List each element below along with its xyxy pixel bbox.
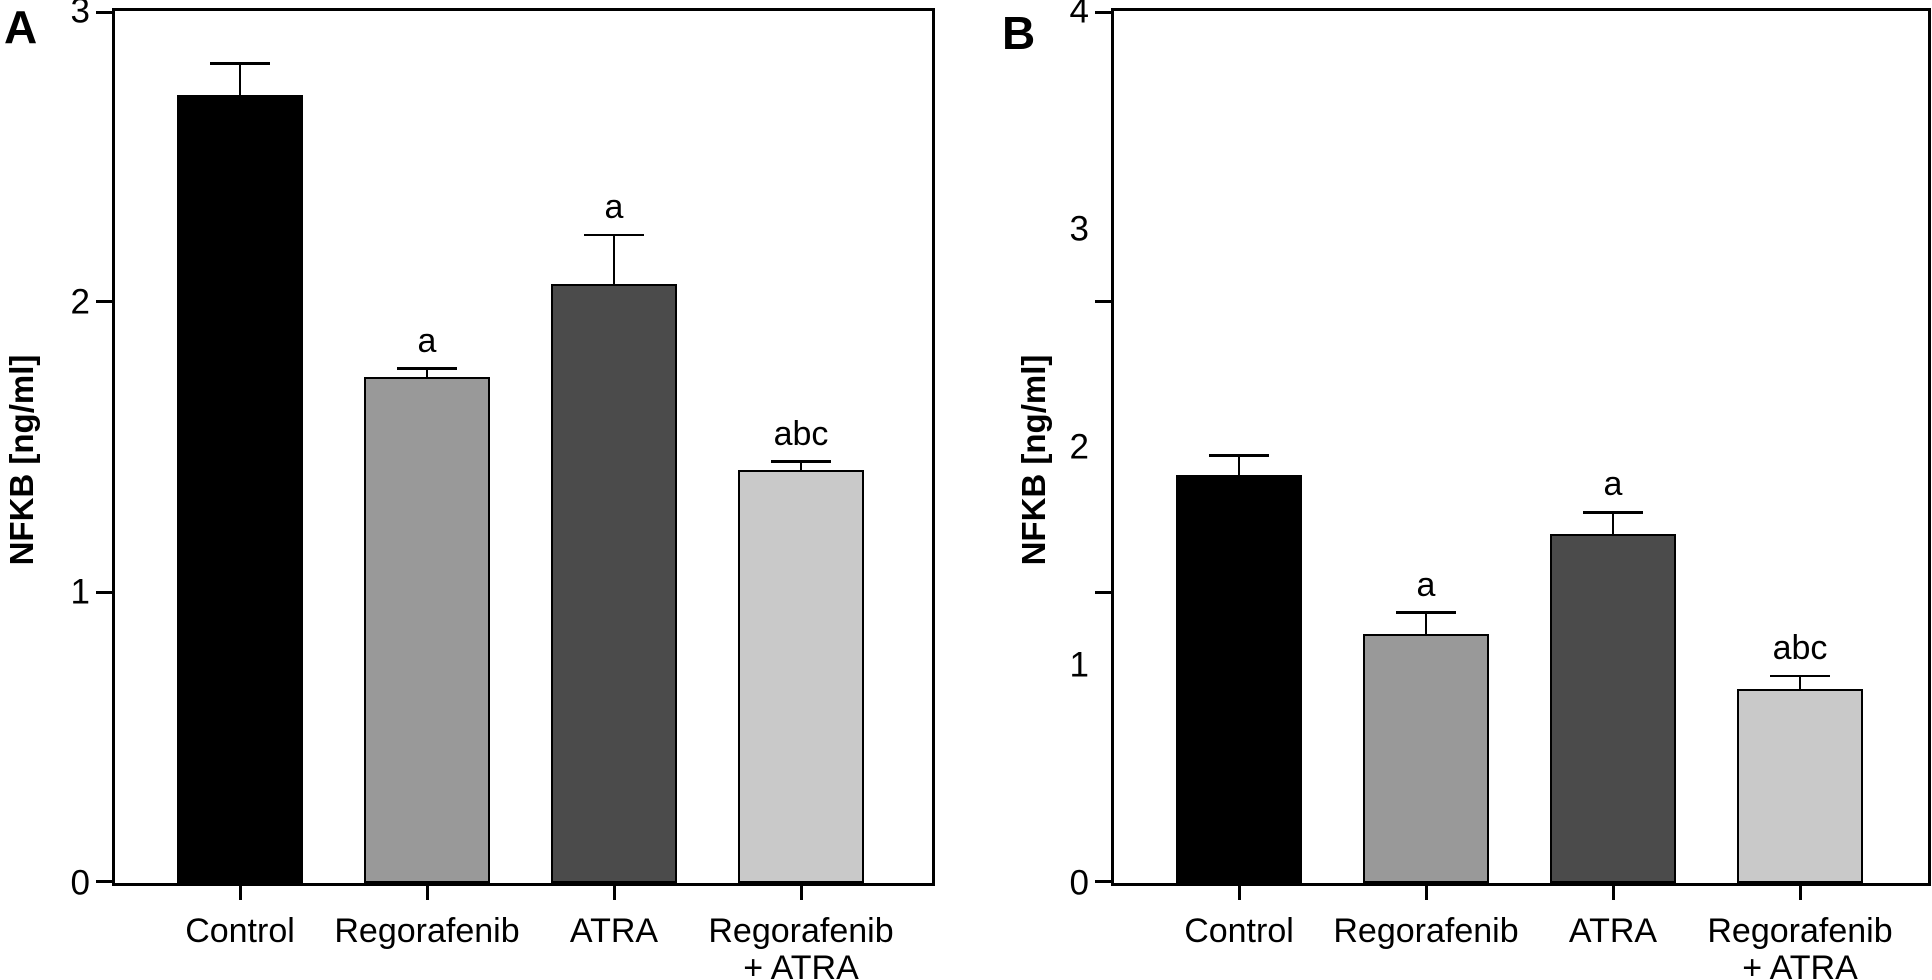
panel-b-error-bar-whisker: [1798, 675, 1802, 689]
panel-b-y-tick: [1095, 590, 1111, 594]
category-label-line: Control: [185, 912, 295, 950]
panel-a-y-tick: [96, 880, 112, 883]
panel-b-error-bar-whisker: [1237, 455, 1241, 476]
panel-b-bar-atra: [1550, 534, 1676, 883]
panel-b-significance-label: a: [1416, 565, 1436, 604]
panel-b-y-tick-label: 2: [1069, 427, 1089, 467]
panel-a-x-tick: [425, 886, 429, 900]
panel-b-error-bar-cap: [1583, 511, 1643, 514]
panel-b-letter: B: [1002, 7, 1036, 59]
panel-a-bar-control: [177, 95, 303, 883]
panel-b-error-bar-cap: [1396, 611, 1456, 614]
panel-a-error-bar-cap: [397, 367, 457, 370]
category-label-line: + ATRA: [743, 949, 859, 980]
panel-b-y-tick-label: 3: [1069, 209, 1089, 249]
panel-b-error-bar-whisker: [1611, 512, 1615, 535]
panel-a-y-tick: [96, 590, 112, 594]
panel-b-x-category-label: ATRA: [1453, 913, 1773, 950]
panel-a-error-bar-cap: [584, 233, 644, 237]
panel-b-x-tick: [1237, 886, 1241, 900]
panel-a-x-tick: [612, 886, 616, 900]
panel-b-significance-label: abc: [1772, 628, 1828, 667]
panel-b-y-tick-label: 0: [1069, 863, 1089, 903]
panel-b-error-bar-whisker: [1424, 612, 1428, 635]
category-label-line: Control: [1184, 912, 1294, 950]
panel-b-x-tick: [1611, 886, 1615, 900]
panel-b-bar-regorafenib: [1737, 688, 1863, 883]
panel-a-y-tick: [96, 300, 112, 304]
panel-a-significance-label: abc: [773, 414, 829, 453]
panel-a-error-bar-whisker: [238, 63, 242, 96]
panel-a-y-tick-label: 0: [70, 863, 90, 903]
panel-a-plot-area: 3 2 1 0 Control a Regorafenib a ATRA abc Regorafen…: [71, 0, 935, 980]
panel-a-x-tick: [238, 886, 242, 900]
category-label-line: Regorafenib: [334, 912, 520, 950]
panel-a-bar-regorafenib: [364, 377, 490, 883]
panel-b-error-bar-cap: [1209, 454, 1269, 457]
panel-b-error-bar-cap: [1770, 674, 1830, 678]
panel-a-error-bar-whisker: [612, 234, 616, 285]
panel-b-y-tick: [1095, 300, 1111, 304]
panel-a-y-tick-label: 1: [70, 572, 90, 612]
panel-a-significance-label: a: [417, 321, 437, 360]
panel-a-x-category-label: ATRA: [454, 913, 774, 950]
panel-a-y-axis-label: NFKB [ng/ml]: [3, 354, 40, 566]
category-label-line: ATRA: [569, 912, 659, 950]
panel-a-error-bar-cap: [771, 460, 831, 463]
panel-b-x-tick: [1798, 886, 1802, 900]
panel-a-error-bar-cap: [210, 62, 270, 65]
category-label-line: Regorafenib: [1333, 912, 1519, 950]
category-label-line: Regorafenib: [708, 912, 894, 950]
panel-b-plot-area: 4 3 2 1 0 Control a Regorafenib a ATRA abc Regorafe…: [1070, 0, 1931, 980]
panel-b-bar-control: [1176, 475, 1302, 883]
panel-b-x-tick: [1424, 886, 1428, 900]
panel-a-x-tick: [799, 886, 803, 900]
panel-a-y-tick-label: 2: [70, 282, 90, 322]
panel-a-x-category-label: Regorafenib: [267, 913, 587, 950]
panel-b-y-tick: [1095, 880, 1111, 883]
panel-b-y-tick-label: 1: [1069, 645, 1089, 685]
category-label-line: Regorafenib: [1707, 912, 1893, 950]
panel-a-letter: A: [4, 1, 38, 53]
panel-a-y-tick-label: 3: [70, 0, 90, 31]
panel-a-x-category-label: Regorafenib + ATRA: [641, 913, 961, 980]
panel-b-x-category-label: Control: [1079, 913, 1399, 950]
panel-a-error-bar-whisker: [425, 368, 429, 378]
panel-a-significance-label: a: [604, 187, 624, 226]
category-label-line: ATRA: [1568, 912, 1658, 950]
panel-b-bar-regorafenib: [1363, 634, 1489, 883]
panel-a-bar-regorafenib: [738, 470, 864, 883]
panel-b-significance-label: a: [1603, 465, 1623, 504]
panel-b-x-category-label: Regorafenib + ATRA: [1640, 913, 1932, 980]
panel-a-y-tick: [96, 11, 112, 14]
panel-b-y-tick-label: 4: [1069, 0, 1089, 31]
panel-b-y-tick: [1095, 11, 1111, 14]
panel-b-x-category-label: Regorafenib: [1266, 913, 1586, 950]
panel-a-error-bar-whisker: [799, 461, 803, 471]
category-label-line: + ATRA: [1742, 949, 1858, 980]
panel-a-x-category-label: Control: [80, 913, 400, 950]
panel-a-bar-atra: [551, 284, 677, 883]
